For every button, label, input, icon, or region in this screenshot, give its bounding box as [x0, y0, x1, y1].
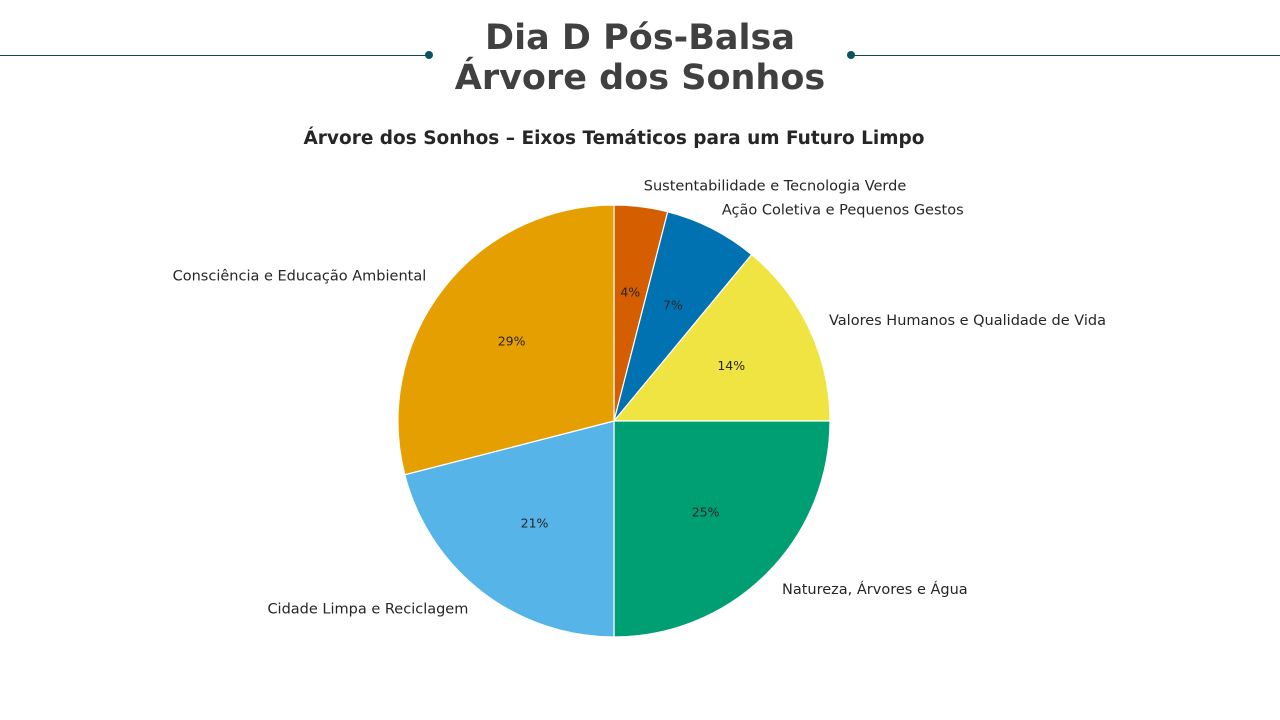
pie-slice: [613, 420, 831, 638]
page-title: Dia D Pós-Balsa Árvore dos Sonhos: [0, 18, 1280, 98]
pie-slice: [404, 420, 615, 638]
chart-title: Árvore dos Sonhos – Eixos Temáticos para…: [303, 127, 924, 149]
pie-slice: [397, 204, 615, 476]
header-dot-right: [847, 51, 855, 59]
slice-percent-label: 7%: [663, 298, 683, 313]
pie-slice: [612, 253, 831, 422]
title-line-2: Árvore dos Sonhos: [454, 58, 826, 98]
slice-percent-label: 4%: [620, 284, 640, 299]
slice-label: Natureza, Árvores e Água: [782, 581, 968, 598]
slice-percent-label: 25%: [692, 505, 720, 520]
slice-label: Consciência e Educação Ambiental: [173, 268, 427, 284]
slice-percent-label: 14%: [717, 358, 745, 373]
slice-label: Valores Humanos e Qualidade de Vida: [829, 313, 1106, 329]
title-line-1: Dia D Pós-Balsa: [485, 18, 795, 58]
slice-label: Ação Coletiva e Pequenos Gestos: [722, 202, 964, 218]
header-rule-right: [851, 55, 1280, 56]
slice-percent-label: 21%: [521, 515, 549, 530]
slice-percent-label: 29%: [498, 334, 526, 349]
slice-label: Sustentabilidade e Tecnologia Verde: [644, 178, 907, 194]
slice-label: Cidade Limpa e Reciclagem: [267, 602, 468, 618]
header-rule-left: [0, 55, 430, 56]
header-dot-left: [425, 51, 433, 59]
